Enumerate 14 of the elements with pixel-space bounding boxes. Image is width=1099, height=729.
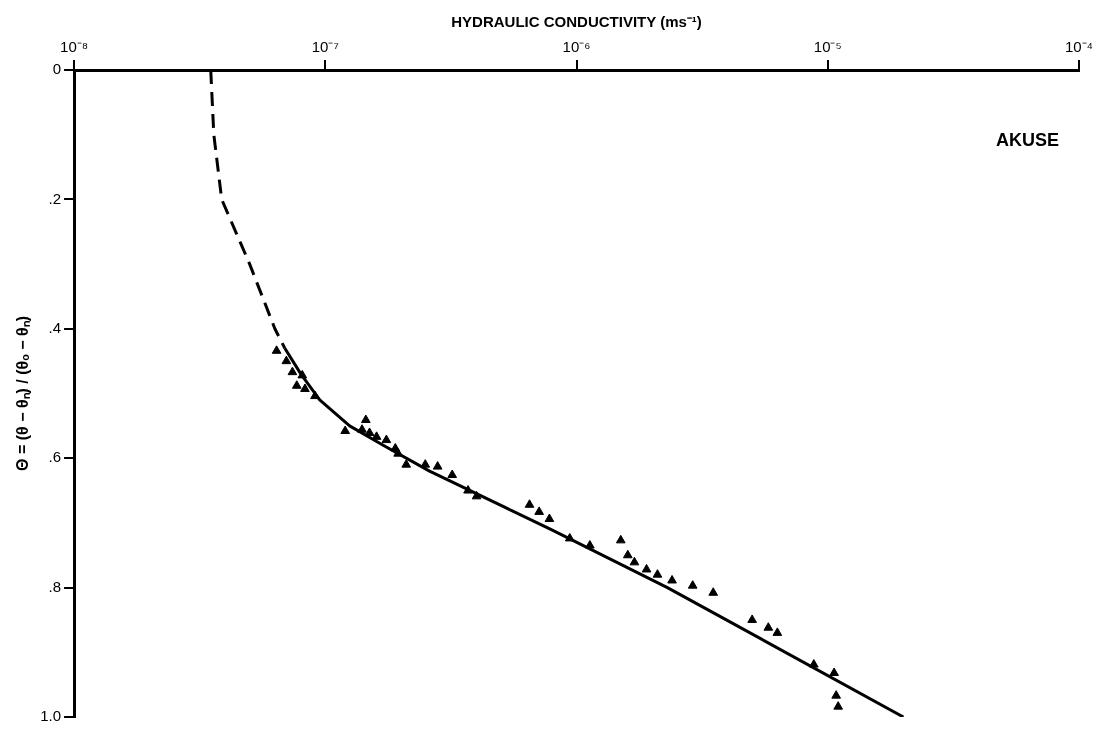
annotation: AKUSE xyxy=(995,130,1059,151)
y-tick-label: .4 xyxy=(48,318,62,336)
x-tick-label: 10⁻⁸ xyxy=(60,38,89,56)
y-tick-label: 0 xyxy=(52,60,62,78)
x-tick-label: 10⁻⁶ xyxy=(562,38,591,56)
x-axis-title: HYDRAULIC CONDUCTIVITY (ms⁻¹) xyxy=(451,13,702,31)
y-axis-title: Θ = (θ − θₙ) / (θₒ − θₙ) xyxy=(14,316,32,471)
y-tick-label: .8 xyxy=(48,577,62,595)
x-tick-label: 10⁻⁷ xyxy=(311,38,339,56)
y-tick-label: .2 xyxy=(48,189,62,207)
x-tick-label: 10⁻⁴ xyxy=(1064,38,1094,56)
y-tick-label: 1.0 xyxy=(40,707,62,725)
x-tick-label: 10⁻⁵ xyxy=(813,38,842,56)
y-tick-label: .6 xyxy=(48,448,62,466)
